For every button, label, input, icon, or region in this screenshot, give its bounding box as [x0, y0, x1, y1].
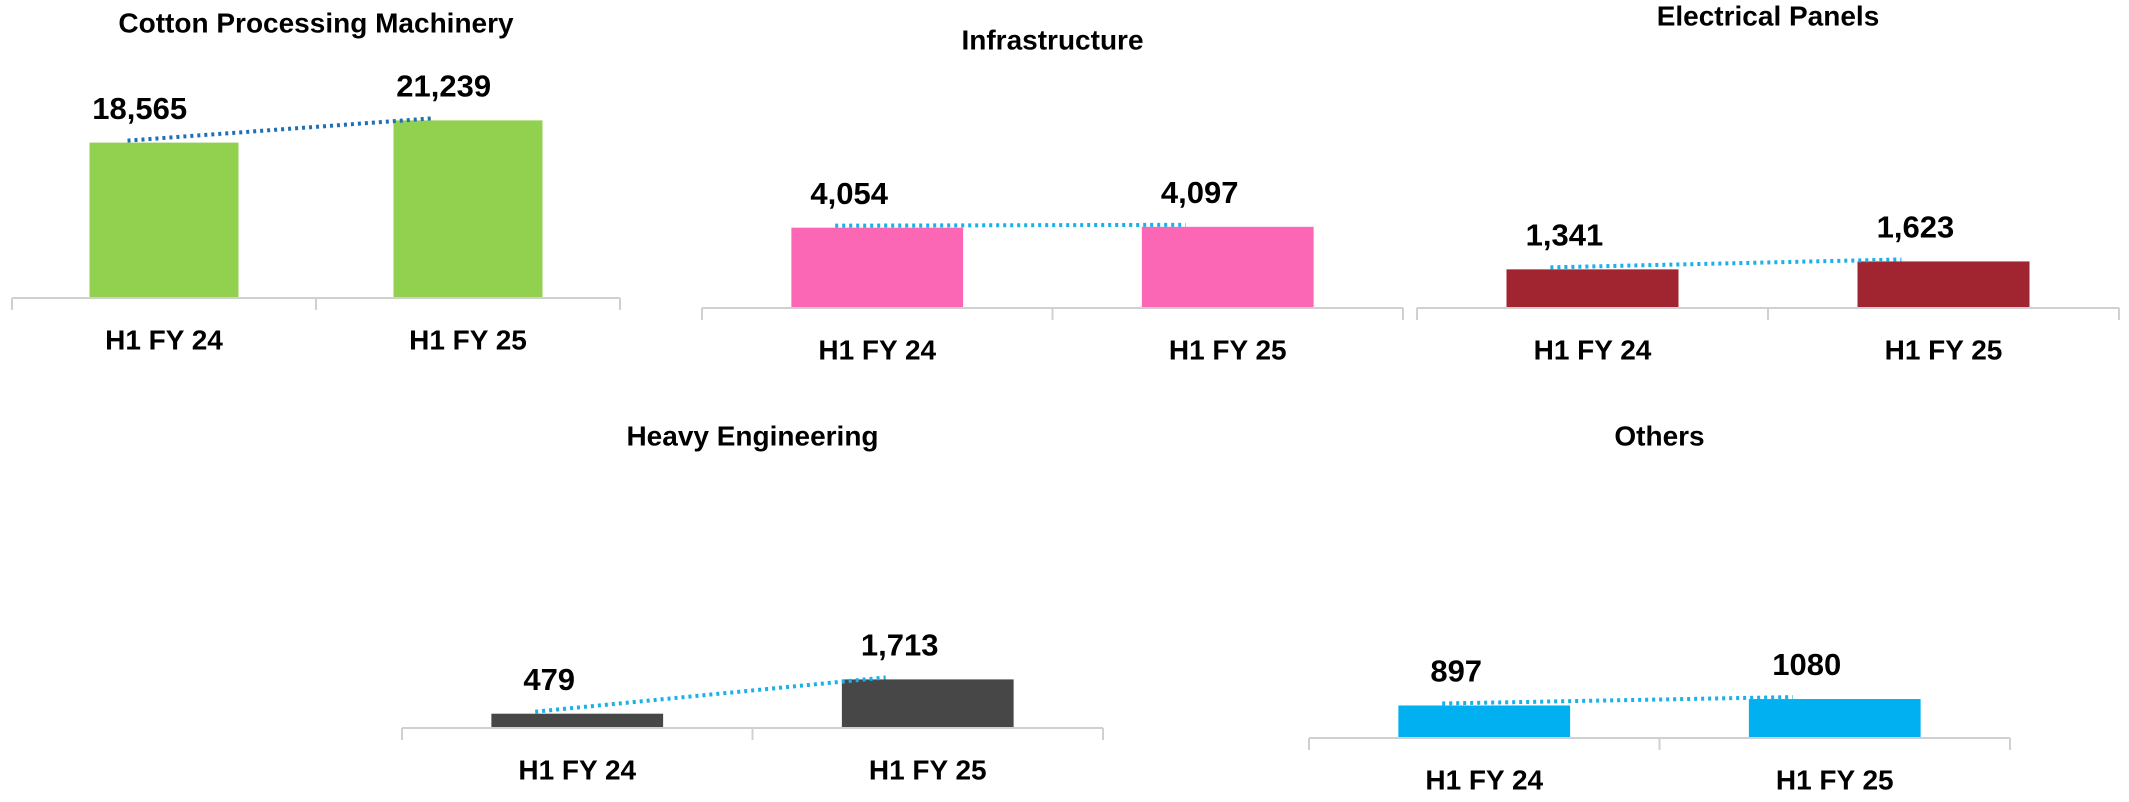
trend-line [127, 116, 432, 143]
chart-title: Heavy Engineering [626, 420, 878, 451]
trend-line [1442, 695, 1793, 706]
x-tick-label: H1 FY 25 [1885, 334, 2003, 365]
trend-line [534, 675, 886, 714]
value-label: 1080 [1772, 647, 1841, 682]
value-label: 1,341 [1526, 218, 1604, 253]
x-tick-label: H1 FY 24 [1425, 764, 1543, 795]
chart-title: Others [1614, 420, 1704, 451]
value-label: 21,239 [396, 69, 491, 104]
x-tick-label: H1 FY 25 [1169, 334, 1287, 365]
bar [1857, 261, 2030, 307]
bar [1141, 226, 1314, 307]
x-tick-label: H1 FY 24 [518, 754, 636, 785]
trend-line [1550, 257, 1902, 270]
value-label: 4,097 [1161, 175, 1239, 210]
value-label: 18,565 [92, 91, 187, 126]
chart-title: Cotton Processing Machinery [118, 7, 514, 38]
x-tick-label: H1 FY 25 [1776, 764, 1894, 795]
bar [1398, 705, 1571, 737]
value-label: 4,054 [810, 176, 888, 211]
x-tick-label: H1 FY 24 [1534, 334, 1652, 365]
trend-line [835, 222, 1186, 228]
value-label: 1,623 [1877, 210, 1955, 245]
bar [1748, 699, 1921, 737]
x-tick-label: H1 FY 24 [105, 324, 223, 355]
x-tick-label: H1 FY 25 [869, 754, 987, 785]
x-tick-label: H1 FY 24 [818, 334, 936, 365]
chart-title: Electrical Panels [1657, 0, 1880, 31]
bar [491, 713, 664, 727]
chart-title: Infrastructure [961, 24, 1143, 55]
value-label: 897 [1430, 654, 1482, 689]
x-tick-label: H1 FY 25 [409, 324, 527, 355]
value-label: 1,713 [861, 628, 939, 663]
bar [791, 227, 964, 307]
bar [89, 142, 239, 297]
bar [393, 120, 543, 297]
bar [841, 679, 1014, 727]
value-label: 479 [523, 662, 575, 697]
bar [1506, 269, 1679, 307]
